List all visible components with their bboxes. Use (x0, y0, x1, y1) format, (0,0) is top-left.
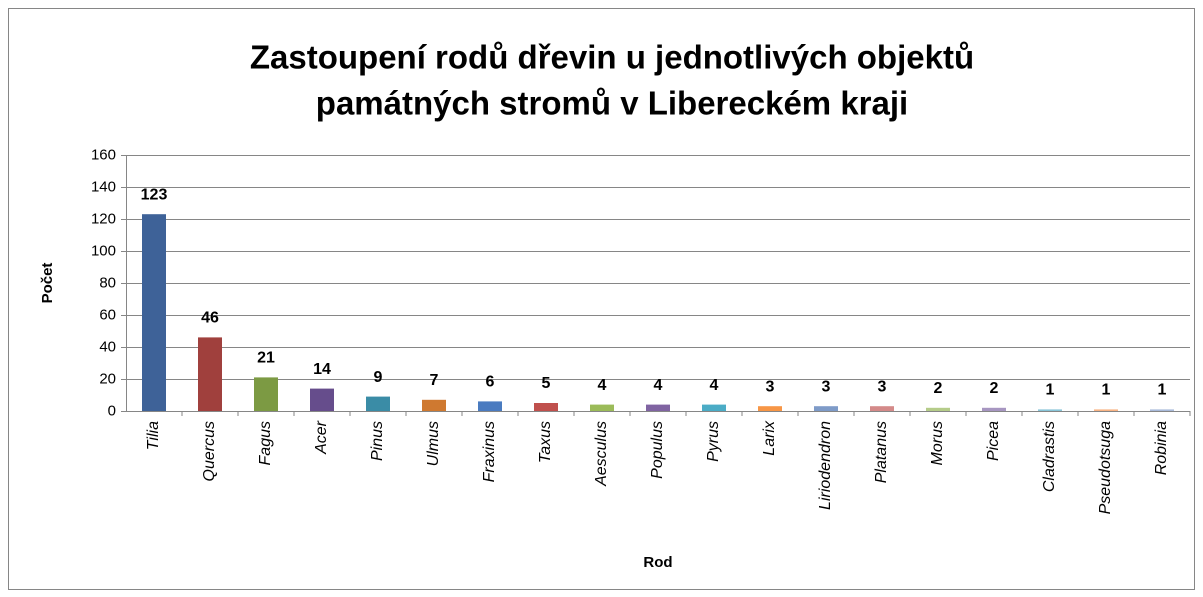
y-tick-label: 20 (99, 370, 116, 387)
bar (310, 388, 334, 411)
y-tick-label: 160 (91, 146, 116, 163)
bar (1038, 409, 1062, 411)
data-label: 7 (430, 372, 439, 389)
data-label: 3 (766, 378, 775, 395)
data-label: 1 (1046, 382, 1055, 399)
bar (702, 404, 726, 411)
chart-title: památných stromů v Libereckém kraji (316, 85, 908, 122)
x-tick-label: Populus (649, 421, 666, 479)
bar (254, 377, 278, 411)
bar (814, 406, 838, 411)
x-tick-label: Cladrastis (1041, 421, 1058, 492)
y-tick-label: 100 (91, 242, 116, 259)
x-tick-label: Fraxinus (481, 421, 498, 482)
data-label: 5 (542, 375, 551, 392)
x-tick-label: Robinia (1153, 421, 1170, 475)
x-tick-label: Quercus (201, 421, 218, 481)
bar (590, 404, 614, 411)
bar (422, 399, 446, 411)
data-label: 14 (313, 361, 331, 378)
x-tick-label: Morus (929, 421, 946, 465)
data-label: 4 (598, 377, 607, 394)
bar (926, 407, 950, 411)
bar (198, 337, 222, 411)
x-tick-label: Tilia (145, 421, 162, 450)
x-tick-label: Ulmus (425, 421, 442, 466)
data-label: 46 (201, 310, 219, 327)
data-label: 3 (878, 378, 887, 395)
y-tick-label: 60 (99, 306, 116, 323)
data-label: 4 (654, 377, 663, 394)
bar (758, 406, 782, 411)
x-tick-label: Aesculus (593, 421, 610, 487)
data-label: 1 (1102, 382, 1111, 399)
data-label: 4 (710, 377, 719, 394)
bar (478, 401, 502, 411)
chart-title: Zastoupení rodů dřevin u jednotlivých ob… (250, 39, 974, 76)
bar (534, 403, 558, 411)
bar (1094, 409, 1118, 411)
y-tick-label: 80 (99, 274, 116, 291)
x-tick-label: Taxus (537, 421, 554, 463)
bar (646, 404, 670, 411)
x-tick-label: Pseudotsuga (1097, 421, 1114, 515)
data-label: 123 (141, 186, 168, 203)
data-label: 1 (1158, 382, 1167, 399)
bar (366, 396, 390, 411)
x-tick-label: Larix (761, 420, 778, 456)
x-tick-label: Pyrus (705, 421, 722, 462)
x-tick-label: Liriodendron (817, 421, 834, 510)
bar (142, 214, 166, 411)
data-label: 9 (374, 369, 383, 386)
y-tick-label: 120 (91, 210, 116, 227)
data-label: 6 (486, 374, 495, 391)
bar (982, 407, 1006, 411)
y-tick-label: 0 (108, 402, 116, 419)
x-tick-label: Picea (985, 421, 1002, 461)
y-axis-label: Počet (39, 263, 56, 304)
x-axis-label: Rod (643, 554, 672, 571)
x-tick-label: Fagus (257, 421, 274, 465)
x-tick-label: Pinus (369, 421, 386, 461)
x-tick-label: Acer (313, 420, 330, 455)
y-tick-label: 40 (99, 338, 116, 355)
bar (1150, 409, 1174, 411)
x-tick-label: Platanus (873, 421, 890, 483)
y-tick-label: 140 (91, 178, 116, 195)
data-label: 21 (257, 350, 275, 367)
bar (870, 406, 894, 411)
data-label: 2 (990, 380, 999, 397)
data-label: 2 (934, 380, 943, 397)
data-label: 3 (822, 378, 831, 395)
chart-border (8, 8, 1195, 590)
